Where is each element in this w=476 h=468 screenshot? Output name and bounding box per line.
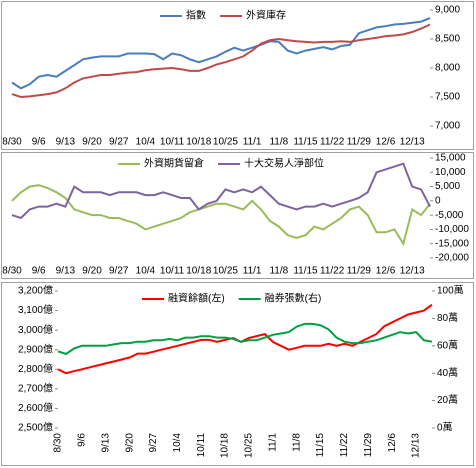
series-line bbox=[11, 162, 431, 220]
x-tick-label: 9/6 bbox=[32, 137, 46, 148]
x-tick-label: 11/15 bbox=[315, 433, 326, 458]
y-tick-label: 2,600億 bbox=[18, 401, 53, 414]
x-tick-label: 11/29 bbox=[347, 266, 372, 277]
x-tick-label: 11/1 bbox=[267, 433, 278, 452]
y-tick-label: 0 bbox=[435, 195, 441, 206]
x-tick-label: 9/27 bbox=[109, 137, 129, 148]
x-tick-label: 9/13 bbox=[100, 433, 111, 453]
series-line bbox=[57, 303, 433, 375]
x-tick-label: 8/30 bbox=[53, 433, 64, 453]
x-tick-label: 9/20 bbox=[124, 433, 135, 453]
y-tick-label: 2,800億 bbox=[18, 362, 53, 375]
y-tick-label: 2,900億 bbox=[18, 342, 53, 355]
x-tick-label: 10/4 bbox=[136, 137, 156, 148]
x-tick-label: 9/13 bbox=[56, 137, 76, 148]
x-tick-label: 8/30 bbox=[2, 137, 22, 148]
y-tick-label: -15,000 bbox=[435, 238, 469, 249]
series-line bbox=[11, 17, 431, 90]
y-tick-label: 3,100億 bbox=[18, 303, 53, 316]
y-tick-label: 7,000 bbox=[435, 121, 460, 132]
y-tick-label: 3,000億 bbox=[18, 323, 53, 336]
x-tick-label: 9/13 bbox=[56, 266, 76, 277]
x-tick-label: 11/8 bbox=[269, 137, 288, 148]
y-tick-label: 10,000 bbox=[435, 167, 466, 178]
x-tick-label: 11/15 bbox=[293, 266, 318, 277]
x-tick-label: 10/25 bbox=[213, 137, 238, 148]
x-tick-label: 10/25 bbox=[244, 433, 255, 458]
x-tick-label: 9/6 bbox=[32, 266, 46, 277]
x-tick-label: 10/18 bbox=[186, 137, 211, 148]
x-tick-label: 8/30 bbox=[2, 266, 22, 277]
x-tick-label: 11/29 bbox=[347, 137, 372, 148]
y-tick-label: 3,200億 bbox=[18, 284, 53, 297]
y-tick-label: 15,000 bbox=[435, 153, 466, 164]
y-tick-label: -20,000 bbox=[435, 253, 469, 264]
x-tick-label: 9/27 bbox=[109, 266, 129, 277]
x-tick-label: 11/22 bbox=[320, 266, 345, 277]
panel-frame bbox=[1, 282, 474, 466]
x-tick-label: 10/4 bbox=[136, 266, 156, 277]
x-tick-label: 10/11 bbox=[160, 137, 185, 148]
y-tick-label: -5,000 bbox=[435, 210, 464, 221]
panel-frame bbox=[1, 1, 474, 150]
x-tick-label: 11/1 bbox=[243, 137, 262, 148]
x-tick-label: 11/22 bbox=[339, 433, 350, 458]
x-tick-label: 12/6 bbox=[387, 433, 398, 453]
legend-label: 外資期貨留倉 bbox=[144, 157, 204, 170]
y-tick-label: 0萬 bbox=[437, 421, 453, 434]
x-tick-label: 10/25 bbox=[213, 266, 238, 277]
panel-frame bbox=[1, 152, 474, 279]
x-tick-label: 12/6 bbox=[376, 266, 396, 277]
x-tick-label: 10/18 bbox=[186, 266, 211, 277]
y-tick-label: 2,500億 bbox=[18, 421, 53, 434]
series-line bbox=[57, 322, 433, 356]
y-tick-label: 8,500 bbox=[435, 34, 460, 45]
y-tick-label: 7,500 bbox=[435, 92, 460, 103]
legend-label: 外資庫存 bbox=[246, 9, 286, 22]
x-tick-label: 12/13 bbox=[400, 266, 425, 277]
y-tick-label: 2,700億 bbox=[18, 381, 53, 394]
y-tick-label: 60萬 bbox=[437, 338, 458, 351]
x-tick-label: 10/11 bbox=[196, 433, 207, 458]
y-tick-label: 20萬 bbox=[437, 393, 458, 406]
x-tick-label: 11/8 bbox=[291, 433, 302, 452]
x-tick-label: 11/22 bbox=[320, 137, 345, 148]
x-tick-label: 12/13 bbox=[411, 433, 422, 458]
x-tick-label: 12/13 bbox=[400, 137, 425, 148]
legend-label: 融資餘額(左) bbox=[168, 292, 225, 305]
x-tick-label: 10/4 bbox=[172, 433, 183, 453]
y-tick-label: 9,000 bbox=[435, 5, 460, 16]
legend-label: 指數 bbox=[186, 9, 206, 22]
y-tick-label: 100萬 bbox=[437, 284, 464, 297]
series-line bbox=[11, 23, 431, 99]
x-tick-label: 12/6 bbox=[376, 137, 396, 148]
x-tick-label: 11/29 bbox=[363, 433, 374, 458]
x-tick-label: 11/15 bbox=[293, 137, 318, 148]
x-tick-label: 11/8 bbox=[269, 266, 288, 277]
x-tick-label: 10/11 bbox=[160, 266, 185, 277]
x-tick-label: 9/20 bbox=[82, 266, 102, 277]
series-line bbox=[11, 184, 431, 247]
x-tick-label: 9/20 bbox=[82, 137, 102, 148]
x-tick-label: 9/27 bbox=[148, 433, 159, 453]
legend-label: 融券張數(右) bbox=[265, 292, 322, 305]
x-tick-label: 9/6 bbox=[77, 433, 88, 447]
y-tick-label: 5,000 bbox=[435, 181, 460, 192]
legend-label: 十大交易人淨部位 bbox=[244, 157, 324, 170]
x-tick-label: 11/1 bbox=[243, 266, 262, 277]
x-tick-label: 10/18 bbox=[220, 433, 231, 458]
y-tick-label: 80萬 bbox=[437, 311, 458, 324]
y-tick-label: 8,000 bbox=[435, 63, 460, 74]
y-tick-label: -10,000 bbox=[435, 224, 469, 235]
y-tick-label: 40萬 bbox=[437, 366, 458, 379]
